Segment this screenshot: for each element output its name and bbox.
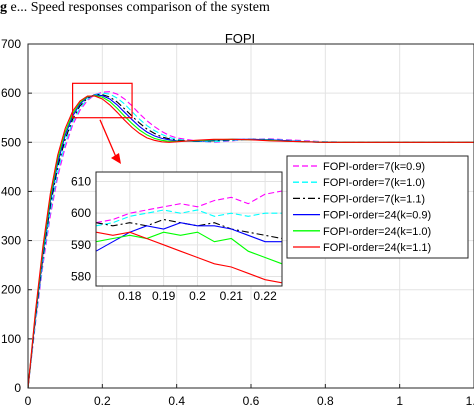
y-tick-label: 100 xyxy=(1,332,21,346)
legend-label-6: FOPI-order=24(k=1.1) xyxy=(323,242,431,254)
series-line-6 xyxy=(27,95,474,389)
y-tick-label: 700 xyxy=(1,37,21,51)
zoom-box xyxy=(71,82,133,119)
x-tick-label: 0.2 xyxy=(94,394,111,408)
caption-lead: g xyxy=(0,0,7,15)
inset-y-tick-label: 580 xyxy=(71,270,91,284)
inset-y-tick-label: 600 xyxy=(71,206,91,220)
legend-label-5: FOPI-order=24(k=1.0) xyxy=(323,226,431,238)
inset-frame xyxy=(95,171,283,287)
legend-label-1: FOPI-order=7(k=0.9) xyxy=(323,161,425,173)
inset-background xyxy=(96,172,282,286)
legend-label-3: FOPI-order=7(k=1.1) xyxy=(323,193,425,205)
inset-x-tick-label: 0.22 xyxy=(253,289,277,303)
zoom-marker xyxy=(71,82,133,164)
y-tick-label: 400 xyxy=(1,184,21,198)
x-tick-label: 1 xyxy=(396,394,403,408)
y-tick-label: 0 xyxy=(14,381,21,395)
legend: FOPI-order=7(k=0.9) FOPI-order=7(k=1.0) FO… xyxy=(286,155,469,259)
inset-x-tick-label: 0.18 xyxy=(118,289,142,303)
figure-caption: g e... Speed responses comparison of the… xyxy=(0,0,474,20)
zoom-arrow-head xyxy=(111,153,121,164)
inset-x-tick-label: 0.2 xyxy=(189,289,206,303)
caption-text: e... Speed responses comparison of the s… xyxy=(10,0,270,15)
inset-y-tick-label: 590 xyxy=(71,238,91,252)
y-tick-label: 200 xyxy=(1,283,21,297)
y-tick-label: 300 xyxy=(1,234,21,248)
main-series xyxy=(27,91,474,389)
main-axis-ticks: 0 0.2 0.4 0.6 0.8 1 1.2 0 100 200 300 400 500 600 700 xyxy=(1,37,474,408)
inset-series-line-2 xyxy=(95,209,282,227)
legend-box xyxy=(286,155,469,259)
x-tick-label: 1.2 xyxy=(466,394,474,408)
inset-x-tick-label: 0.19 xyxy=(152,289,176,303)
main-plot-frame xyxy=(27,43,474,389)
legend-label-4: FOPI-order=24(k=0.9) xyxy=(323,210,431,222)
inset-series-line-6 xyxy=(95,231,283,284)
inset-y-tick-label: 610 xyxy=(71,175,91,189)
zoom-arrow-line xyxy=(99,119,117,158)
inset-series-line-4 xyxy=(95,222,282,252)
x-tick-label: 0.6 xyxy=(243,394,260,408)
y-tick-label: 500 xyxy=(1,135,21,149)
x-tick-label: 0.4 xyxy=(168,394,185,408)
inset-x-tick-label: 0.21 xyxy=(220,289,244,303)
y-tick-label: 600 xyxy=(1,86,21,100)
inset-series-line-5 xyxy=(95,231,283,265)
x-tick-label: 0 xyxy=(25,394,32,408)
inset-plot: 0.18 0.19 0.2 0.21 0.22 580 590 600 610 xyxy=(71,171,283,303)
chart-title: FOPI xyxy=(225,31,255,46)
inset-series-line-1 xyxy=(95,190,283,224)
legend-label-2: FOPI-order=7(k=1.0) xyxy=(323,177,425,189)
x-tick-label: 0.8 xyxy=(317,394,334,408)
